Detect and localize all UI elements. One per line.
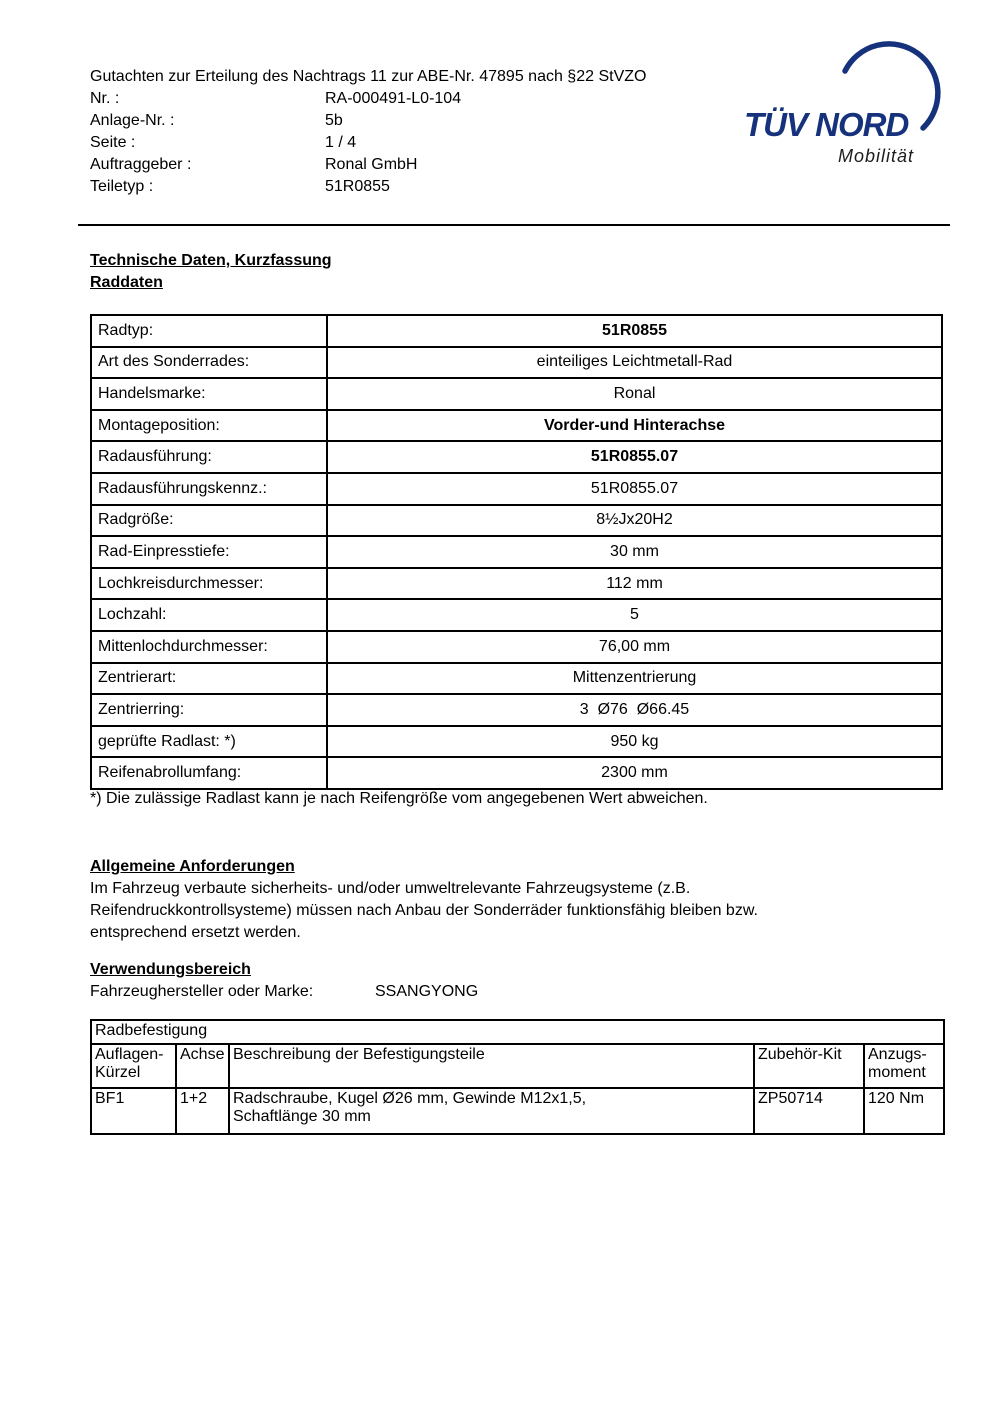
section-title-raddaten: Raddaten [90,274,163,291]
radbefestigung-title-cell: Radbefestigung [89,1019,946,1045]
allgemeine-anforderungen-section: Allgemeine Anforderungen Im Fahrzeug ver… [90,856,960,944]
row-value-cell: 950 kg [326,724,943,759]
cell-achse: 1+2 [175,1087,230,1135]
row-label-cell: Zentrierart: [90,661,328,696]
allgemeine-anforderungen-text: Im Fahrzeug verbaute sicherheits- und/od… [90,880,758,941]
header-field-row: Auftraggeber : Ronal GmbH [90,154,750,176]
row-label-cell: geprüfte Radlast: *) [90,724,328,759]
header-field-row: Nr. : RA-000491-L0-104 [90,88,750,110]
header-field-row: Seite : 1 / 4 [90,132,750,154]
row-label-cell: Zentrierring: [90,693,328,727]
header-divider [78,224,950,226]
row-value-cell: Mittenzentrierung [326,661,943,696]
logo-text: TÜV NORD [744,106,909,143]
column-header-anzugsmoment: Anzugs-moment [862,1043,946,1089]
row-value-cell: 112 mm [326,566,943,601]
logo-subtitle: Mobilität [838,146,914,166]
table-row: Radausführung: 51R0855.07 [90,440,943,474]
header-field-row: Teiletyp : 51R0855 [90,176,750,198]
row-label-cell: Reifenabrollumfang: [90,756,328,790]
row-label-cell: Lochzahl: [90,598,328,632]
verwendungsbereich-section: Verwendungsbereich Fahrzeughersteller od… [90,959,943,1003]
section-title-technische-daten: Technische Daten, Kurzfassung [90,252,332,269]
cell-anzugsmoment: 120 Nm [862,1087,946,1135]
cell-beschreibung: Radschraube, Kugel Ø26 mm, Gewinde M12x1… [228,1087,755,1135]
row-label-cell: Handelsmarke: [90,377,328,411]
column-header-beschreibung: Beschreibung der Befestigungsteile [228,1043,755,1089]
table-row: Zentrierart: Mittenzentrierung [90,661,943,696]
section-title-verwendungsbereich: Verwendungsbereich [90,961,251,978]
cell-zubehoer-kit: ZP50714 [753,1087,865,1135]
table-row: geprüfte Radlast: *) 950 kg [90,724,943,759]
table-row: Handelsmarke: Ronal [90,377,943,411]
row-label-cell: Radausführungskennz.: [90,471,328,506]
row-value-cell: 51R0855.07 [326,440,943,474]
column-header-zubehoer-kit: Zubehör-Kit [753,1043,865,1089]
row-value-cell: 2300 mm [326,756,943,790]
header-title: Gutachten zur Erteilung des Nachtrags 11… [90,68,647,85]
fahrzeughersteller-label: Fahrzeughersteller oder Marke: [90,983,314,1000]
tuv-nord-logo: TÜV NORD Mobilität [738,30,958,178]
table-row: Lochkreisdurchmesser: 112 mm [90,566,943,601]
header-field-value: 51R0855 [325,177,390,195]
fahrzeughersteller-row: Fahrzeughersteller oder Marke: SSANGYONG [90,981,943,1003]
header-field-value: 1 / 4 [325,133,357,151]
row-label-cell: Art des Sonderrades: [90,345,328,380]
row-label-cell: Lochkreisdurchmesser: [90,566,328,601]
table-row: Montageposition: Vorder-und Hinterachse [90,408,943,443]
table-row: Reifenabrollumfang: 2300 mm [90,756,943,790]
section-title-allgemeine-anforderungen: Allgemeine Anforderungen [90,858,295,875]
row-label-cell: Mittenlochdurchmesser: [90,629,328,664]
table-row: Art des Sonderrades: einteiliges Leichtm… [90,345,943,380]
header-field-row: Anlage-Nr. : 5b [90,110,750,132]
row-value-cell: 3 Ø76 Ø66.45 [326,693,943,727]
row-label-cell: Radtyp: [90,314,328,348]
table-row: Radbefestigung [89,1019,946,1045]
row-value-cell: 8½Jx20H2 [326,503,943,538]
row-value-cell: 5 [326,598,943,632]
tuv-nord-logo-graphic: TÜV NORD Mobilität [744,41,941,166]
table-row: Zentrierring: 3 Ø76 Ø66.45 [90,693,943,727]
table-row: Radtyp: 51R0855 [90,314,943,348]
raddaten-table: Radtyp: 51R0855 Art des Sonderrades: ein… [90,314,943,790]
column-header-auflagen-kuerzel: Auflagen-Kürzel [90,1043,177,1089]
document-header: Gutachten zur Erteilung des Nachtrags 11… [90,66,750,197]
header-field-label: Auftraggeber : [90,155,192,173]
logo-arc-icon [842,41,941,131]
column-header-achse: Achse [175,1043,230,1089]
technical-data-headings: Technische Daten, Kurzfassung Raddaten [90,250,332,294]
row-value-cell: 51R0855.07 [326,471,943,506]
table-row: BF1 1+2 Radschraube, Kugel Ø26 mm, Gewin… [90,1087,946,1135]
row-label-cell: Radgröße: [90,503,328,538]
radbefestigung-table: Radbefestigung Auflagen-Kürzel Achse Bes… [89,1019,946,1135]
row-label-cell: Rad-Einpresstiefe: [90,535,328,569]
table-row: Lochzahl: 5 [90,598,943,632]
row-value-cell: 76,00 mm [326,629,943,664]
row-label-cell: Montageposition: [90,408,328,443]
header-field-label: Seite : [90,133,136,151]
table-row: Rad-Einpresstiefe: 30 mm [90,535,943,569]
row-label-cell: Radausführung: [90,440,328,474]
row-value-cell: 30 mm [326,535,943,569]
row-value-cell: Ronal [326,377,943,411]
header-field-label: Anlage-Nr. : [90,111,175,129]
table-row: Mittenlochdurchmesser: 76,00 mm [90,629,943,664]
row-value-cell: einteiliges Leichtmetall-Rad [326,345,943,380]
header-field-label: Teiletyp : [90,177,154,195]
header-field-label: Nr. : [90,89,120,107]
radlast-footnote: *) Die zulässige Radlast kann je nach Re… [90,790,708,807]
fahrzeughersteller-value: SSANGYONG [375,983,479,1000]
table-row: Radausführungskennz.: 51R0855.07 [90,471,943,506]
header-field-value: RA-000491-L0-104 [325,89,462,107]
table-row: Radgröße: 8½Jx20H2 [90,503,943,538]
header-field-value: 5b [325,111,343,129]
cell-auflagen-kuerzel: BF1 [90,1087,177,1135]
row-value-cell: 51R0855 [326,314,943,348]
header-field-value: Ronal GmbH [325,155,418,173]
row-value-cell: Vorder-und Hinterachse [326,408,943,443]
table-header-row: Auflagen-Kürzel Achse Beschreibung der B… [90,1043,946,1089]
